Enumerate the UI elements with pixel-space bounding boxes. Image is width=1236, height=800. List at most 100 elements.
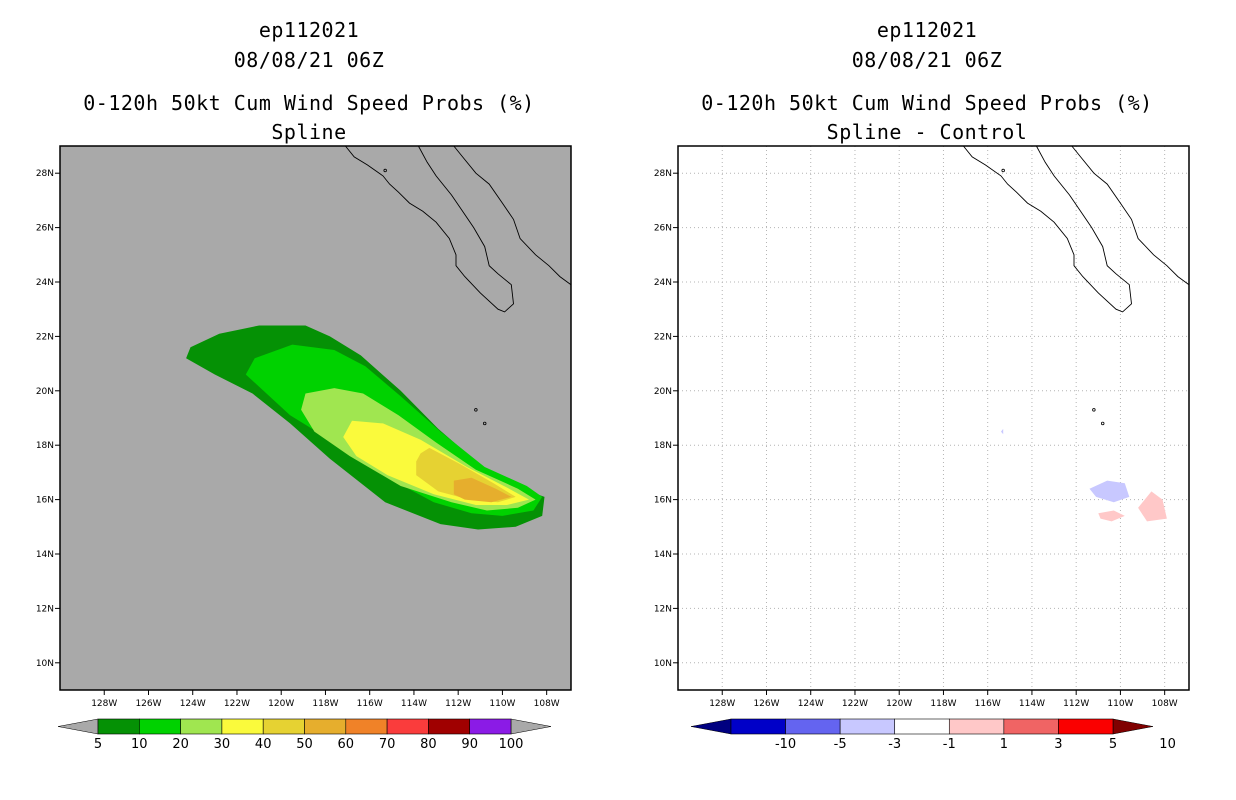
colorbar-swatch <box>948 718 1005 735</box>
colorbar-swatch <box>221 718 264 735</box>
island <box>483 421 487 426</box>
island <box>1092 408 1096 412</box>
colorbar-label: 10 <box>131 737 148 752</box>
x-tick-label: 114W <box>401 699 427 709</box>
x-tick-label: 124W <box>180 699 206 709</box>
colorbar-swatch <box>730 718 786 735</box>
y-tick-label: 22N <box>36 332 54 342</box>
colorbar-label: -5 <box>834 737 847 752</box>
colorbar-label: 80 <box>420 737 437 752</box>
colorbar-swatch <box>428 718 470 735</box>
coastline-mainland <box>453 145 572 286</box>
method-title: Spline - Control <box>826 120 1028 144</box>
colorbar-label: 10 <box>1159 737 1176 752</box>
y-tick-label: 24N <box>654 278 672 288</box>
x-tick-label: 108W <box>534 699 560 709</box>
colorbar-label: 30 <box>214 737 231 752</box>
y-tick-label: 12N <box>36 604 54 614</box>
x-tick-label: 108W <box>1152 699 1178 709</box>
x-tick-label: 118W <box>930 699 956 709</box>
colorbar-right-arrow <box>1112 718 1154 735</box>
difference-map: 128W 126W 124W 122W 120W 118W 116W 114W 112W 110W… <box>654 145 1190 752</box>
x-tick-label: 128W <box>709 699 735 709</box>
coastline-mainland <box>1071 145 1190 286</box>
y-tick-label: 20N <box>654 387 672 397</box>
y-tick-label: 10N <box>654 659 672 669</box>
y-tick-label: 22N <box>654 332 672 342</box>
colorbar-swatch <box>1058 718 1114 735</box>
island <box>1001 168 1005 173</box>
island <box>383 168 387 173</box>
contour-level-neg3-0 <box>1089 480 1130 503</box>
colorbar-label: 50 <box>296 737 313 752</box>
y-tick-label: 24N <box>36 278 54 288</box>
colorbar-label: 70 <box>379 737 396 752</box>
colorbar-label: -10 <box>775 737 796 752</box>
storm-id-title: ep112021 <box>258 18 360 42</box>
x-tick-label: 120W <box>268 699 294 709</box>
y-tick-label: 16N <box>654 496 672 506</box>
colorbar-left-arrow <box>57 718 99 735</box>
colorbar-swatch <box>262 718 305 735</box>
colorbar-swatch <box>139 718 181 735</box>
y-tick-label: 14N <box>654 550 672 560</box>
x-tick-label: 120W <box>886 699 912 709</box>
colorbar-label: 20 <box>172 737 189 752</box>
colorbar-label: -3 <box>888 737 901 752</box>
colorbar-swatch <box>97 718 140 735</box>
colorbar-swatch <box>180 718 223 735</box>
colorbar-left-arrow <box>690 718 732 735</box>
colorbar-label: 60 <box>338 737 355 752</box>
contour-level-3-3 <box>1138 491 1167 522</box>
colorbar-label: 1 <box>1000 737 1008 752</box>
x-tick-label: 128W <box>91 699 117 709</box>
colorbar-swatch <box>386 718 429 735</box>
contour-level-neg3-1 <box>1001 428 1004 435</box>
y-tick-label: 20N <box>36 387 54 397</box>
x-tick-label: 122W <box>224 699 250 709</box>
coastline-baja <box>345 145 514 313</box>
colorbar-swatch <box>469 718 512 735</box>
x-tick-label: 124W <box>798 699 824 709</box>
colorbar-label: 40 <box>255 737 272 752</box>
colorbar-swatch <box>1003 718 1059 735</box>
storm-id-title: ep112021 <box>876 18 978 42</box>
method-title: Spline <box>271 120 347 144</box>
y-tick-label: 26N <box>36 224 54 234</box>
date-title: 08/08/21 06Z <box>851 48 1003 72</box>
colorbar-label: 5 <box>94 737 102 752</box>
colorbar-label: 5 <box>1109 737 1117 752</box>
plot-area <box>678 146 1189 690</box>
x-tick-label: 118W <box>312 699 338 709</box>
colorbar-swatch <box>894 718 950 735</box>
coastline-baja <box>963 145 1132 313</box>
y-tick-label: 26N <box>654 224 672 234</box>
plot-frame <box>677 145 1190 691</box>
island <box>1101 421 1105 426</box>
colorbar-label: 3 <box>1054 737 1062 752</box>
y-tick-label: 28N <box>36 169 54 179</box>
y-tick-label: 28N <box>654 169 672 179</box>
plot-frame <box>59 145 572 691</box>
product-title: 0-120h 50kt Cum Wind Speed Probs (%) <box>83 91 535 115</box>
colorbar-swatch <box>304 718 347 735</box>
colorbar-swatch <box>839 718 896 735</box>
x-tick-label: 110W <box>489 699 515 709</box>
colorbar-label: 100 <box>499 737 524 752</box>
spline-panel: ep112021 08/08/21 06Z 0-120h 50kt Cum Wi… <box>36 18 572 752</box>
x-tick-label: 114W <box>1019 699 1045 709</box>
y-tick-label: 14N <box>36 550 54 560</box>
y-tick-label: 16N <box>36 496 54 506</box>
x-tick-label: 116W <box>975 699 1001 709</box>
x-tick-label: 116W <box>357 699 383 709</box>
x-tick-label: 112W <box>445 699 471 709</box>
x-tick-label: 126W <box>753 699 779 709</box>
contour-level-3-2 <box>1098 510 1125 522</box>
island <box>474 408 478 412</box>
colorbar-swatch <box>345 718 388 735</box>
x-tick-label: 110W <box>1107 699 1133 709</box>
colorbar-right-arrow <box>510 718 552 735</box>
date-title: 08/08/21 06Z <box>233 48 385 72</box>
y-tick-label: 18N <box>36 441 54 451</box>
colorbar-label: 90 <box>461 737 478 752</box>
